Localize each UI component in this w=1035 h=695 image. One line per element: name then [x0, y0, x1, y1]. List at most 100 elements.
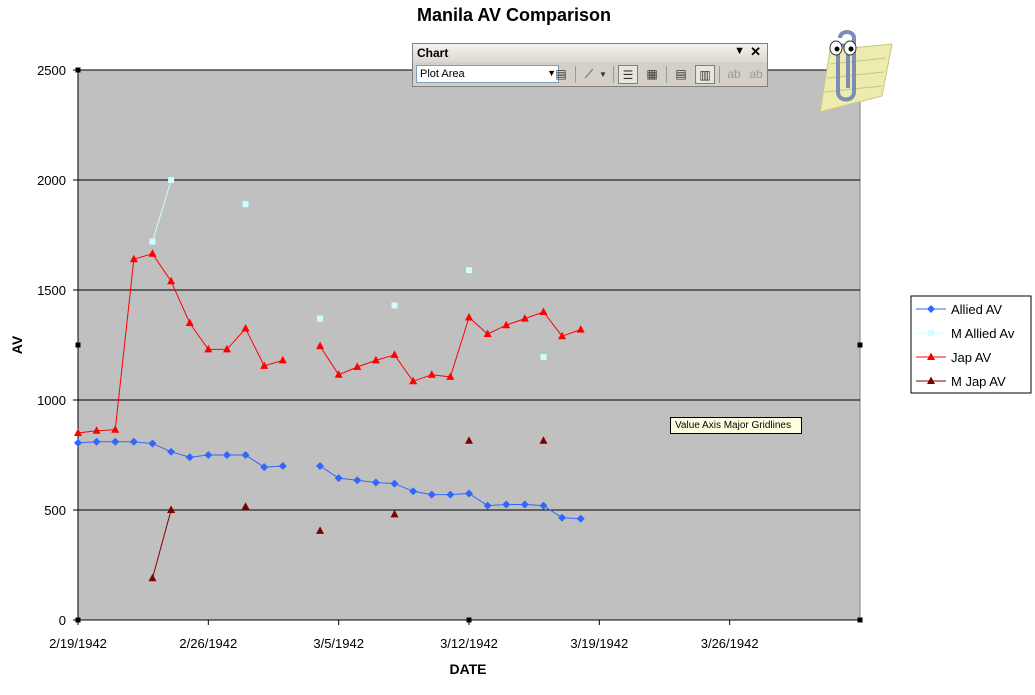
toolbar-options-icon[interactable]: ▼: [734, 45, 745, 57]
chart-type-icon[interactable]: ⟋: [584, 67, 594, 81]
selection-handle[interactable]: [75, 617, 81, 623]
data-point[interactable]: [539, 501, 548, 510]
legend-entry[interactable]: Allied AV: [951, 302, 1002, 317]
data-point[interactable]: [148, 439, 157, 448]
plot-area[interactable]: [77, 69, 861, 621]
data-point[interactable]: [204, 344, 213, 353]
legend-marker[interactable]: [927, 376, 935, 385]
data-point[interactable]: [111, 437, 120, 446]
data-point[interactable]: [278, 462, 287, 470]
selection-handle[interactable]: [75, 67, 81, 73]
office-assistant-clippy-icon[interactable]: [800, 28, 896, 118]
data-point[interactable]: [540, 354, 547, 361]
data-point[interactable]: [558, 331, 567, 340]
chart-type-dropdown-icon[interactable]: ▼: [599, 70, 607, 79]
data-point[interactable]: [502, 500, 511, 509]
series-m-allied-av[interactable]: [149, 177, 547, 361]
by-row-icon[interactable]: ▤: [675, 67, 687, 81]
series-m-jap-av[interactable]: [148, 436, 548, 582]
data-point[interactable]: [111, 425, 120, 433]
format-plot-area-icon[interactable]: ▤: [555, 67, 567, 81]
data-point[interactable]: [241, 451, 250, 459]
data-point[interactable]: [353, 362, 362, 371]
data-point[interactable]: [222, 344, 231, 353]
legend-entry[interactable]: M Jap AV: [951, 374, 1006, 389]
y-tick-label[interactable]: 2500: [37, 63, 66, 78]
data-point[interactable]: [278, 355, 287, 364]
x-tick-label[interactable]: 2/19/1942: [49, 636, 107, 651]
data-point[interactable]: [167, 505, 176, 514]
data-point[interactable]: [168, 177, 175, 183]
angle-text-downward-icon[interactable]: ab: [727, 67, 741, 81]
data-point[interactable]: [446, 372, 455, 380]
toolbar-title-bar[interactable]: Chart ▼ ✕: [413, 44, 767, 62]
selection-handle[interactable]: [857, 617, 863, 623]
data-point[interactable]: [316, 462, 325, 470]
data-point[interactable]: [409, 376, 418, 385]
data-point[interactable]: [260, 361, 269, 369]
data-point[interactable]: [242, 201, 249, 208]
data-point[interactable]: [241, 502, 250, 510]
data-point[interactable]: [129, 437, 138, 446]
data-point[interactable]: [390, 479, 399, 488]
data-point[interactable]: [185, 318, 194, 327]
data-point[interactable]: [316, 341, 325, 350]
data-point[interactable]: [558, 513, 567, 522]
data-point[interactable]: [204, 451, 213, 459]
data-point[interactable]: [334, 370, 343, 378]
data-point[interactable]: [92, 426, 101, 434]
data-point[interactable]: [371, 355, 380, 364]
data-point[interactable]: [167, 447, 176, 456]
data-point[interactable]: [167, 276, 176, 285]
data-point[interactable]: [317, 315, 324, 322]
chevron-down-icon[interactable]: ▼: [547, 68, 556, 78]
data-point[interactable]: [316, 526, 325, 534]
by-column-icon[interactable]: ▥: [695, 65, 715, 84]
legend-marker[interactable]: [927, 305, 935, 313]
data-point[interactable]: [129, 254, 138, 263]
legend-icon[interactable]: ☰: [618, 65, 638, 84]
series-line[interactable]: [151, 509, 172, 579]
data-point[interactable]: [391, 302, 398, 309]
data-point[interactable]: [409, 487, 418, 496]
y-tick-label[interactable]: 0: [59, 613, 66, 628]
data-point[interactable]: [576, 325, 585, 333]
data-point[interactable]: [241, 324, 250, 332]
chart-title[interactable]: Manila AV Comparison: [417, 5, 611, 25]
data-point[interactable]: [92, 437, 101, 446]
data-point[interactable]: [427, 370, 436, 378]
series-jap-av[interactable]: [74, 249, 585, 436]
angle-text-upward-icon[interactable]: ab: [749, 67, 763, 81]
data-point[interactable]: [334, 474, 343, 483]
x-tick-label[interactable]: 3/12/1942: [440, 636, 498, 651]
selection-handle[interactable]: [75, 342, 81, 348]
legend-entry[interactable]: M Allied Av: [951, 326, 1015, 341]
data-point[interactable]: [149, 238, 156, 245]
y-tick-label[interactable]: 2000: [37, 173, 66, 188]
data-point[interactable]: [353, 476, 362, 485]
chart-objects-dropdown[interactable]: Plot Area ▼: [416, 65, 559, 83]
data-point[interactable]: [539, 436, 548, 444]
data-point[interactable]: [576, 514, 585, 523]
data-point[interactable]: [502, 320, 511, 329]
y-axis-title[interactable]: AV: [9, 335, 25, 354]
x-tick-label[interactable]: 3/26/1942: [701, 636, 759, 651]
data-point[interactable]: [483, 329, 492, 338]
data-point[interactable]: [390, 509, 399, 518]
x-tick-label[interactable]: 3/5/1942: [313, 636, 364, 651]
series-line[interactable]: [77, 253, 283, 434]
data-point[interactable]: [427, 490, 436, 499]
legend-entry[interactable]: Jap AV: [951, 350, 992, 365]
series-allied-av[interactable]: [74, 437, 585, 523]
data-table-icon[interactable]: ▦: [646, 67, 658, 81]
legend[interactable]: Allied AV M Allied Av Jap AV M Jap AV: [910, 295, 1032, 394]
data-point[interactable]: [539, 307, 548, 316]
data-point[interactable]: [371, 478, 380, 487]
data-point[interactable]: [185, 453, 194, 462]
data-point[interactable]: [466, 267, 472, 274]
data-point[interactable]: [520, 500, 529, 509]
x-axis-title[interactable]: DATE: [449, 661, 486, 677]
data-point[interactable]: [222, 451, 231, 459]
data-point[interactable]: [465, 313, 473, 321]
